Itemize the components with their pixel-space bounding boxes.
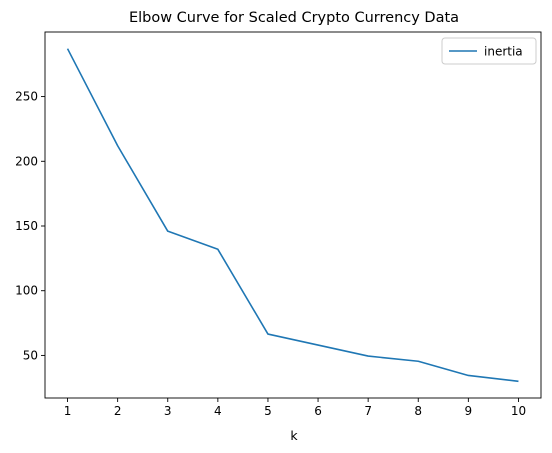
legend: inertia <box>441 37 537 65</box>
legend-label: inertia <box>484 45 523 59</box>
y-tick-label-200: 200 <box>15 154 38 168</box>
chart-title: Elbow Curve for Scaled Crypto Currency D… <box>129 10 459 26</box>
legend-box <box>441 37 537 65</box>
x-tick-label-6: 6 <box>314 404 322 418</box>
x-tick-label-8: 8 <box>414 404 422 418</box>
x-tick-label-9: 9 <box>465 404 473 418</box>
x-tick-label-1: 1 <box>64 404 72 418</box>
plot-area <box>45 32 541 398</box>
x-tick-label-2: 2 <box>114 404 122 418</box>
y-tick-label-50: 50 <box>23 348 38 362</box>
y-tick-label-150: 150 <box>15 219 38 233</box>
x-tick-label-4: 4 <box>214 404 222 418</box>
x-tick-label-7: 7 <box>364 404 372 418</box>
y-tick-label-100: 100 <box>15 284 38 298</box>
chart-marks: 1 2 3 4 5 6 7 8 9 10 50 100 150 200 250 <box>15 48 526 418</box>
x-axis-label: k <box>290 428 298 443</box>
series-line-inertia <box>66 48 519 383</box>
x-tick-label-10: 10 <box>511 404 526 418</box>
y-tick-label-250: 250 <box>15 90 38 104</box>
x-tick-label-5: 5 <box>264 404 272 418</box>
x-tick-label-3: 3 <box>164 404 172 418</box>
plot-frame <box>44 31 542 399</box>
